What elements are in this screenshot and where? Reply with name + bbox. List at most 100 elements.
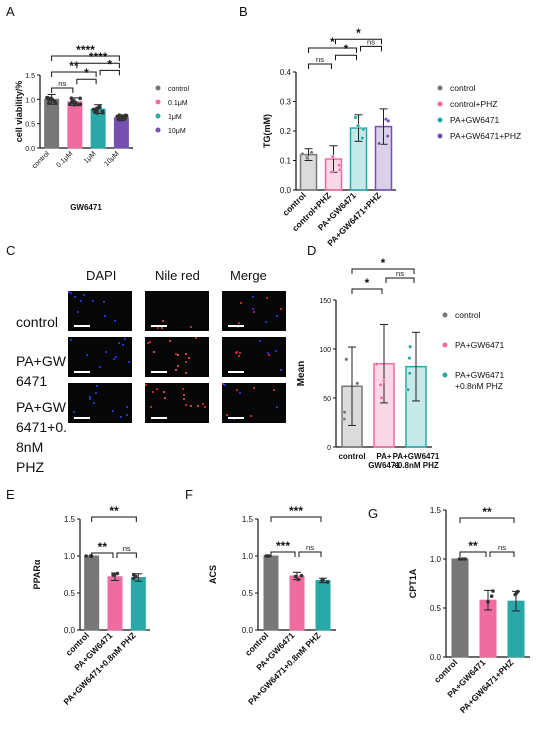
data-point xyxy=(321,577,325,582)
data-point xyxy=(513,592,518,597)
micrograph-tile xyxy=(222,337,286,377)
y-tick-label: 0.0 xyxy=(25,146,35,153)
significance-label: *** xyxy=(276,539,290,553)
panel-label-d: D xyxy=(307,243,317,258)
data-point xyxy=(356,123,361,128)
legend-marker xyxy=(437,101,443,107)
bar-0 xyxy=(263,555,279,631)
legend-entry: 10μM xyxy=(168,128,186,135)
micrograph-tile xyxy=(222,291,286,331)
significance-bracket xyxy=(351,268,415,274)
legend-marker xyxy=(437,133,443,139)
y-tick-label: 1.5 xyxy=(25,73,35,80)
data-point xyxy=(329,170,334,175)
micro-row-pa-gw-phz: PA+GW 6471+0. 8nM PHZ xyxy=(16,399,67,475)
y-tick-label: 0.3 xyxy=(280,98,292,107)
significance-bracket xyxy=(91,552,114,558)
data-point xyxy=(95,106,99,110)
significance-label: * xyxy=(344,42,349,56)
legend-entry: control+PHZ xyxy=(450,99,497,109)
legend-entry: control xyxy=(450,83,476,93)
legend-marker xyxy=(155,113,161,119)
significance-bracket xyxy=(308,63,332,69)
significance-label: ns xyxy=(123,544,131,553)
data-point xyxy=(515,589,520,594)
significance-bracket xyxy=(116,552,137,558)
legend-entry: PA+GW6471 xyxy=(450,115,499,125)
y-tick-label: 0.0 xyxy=(280,186,292,195)
data-point xyxy=(299,573,304,578)
panel-label-e: E xyxy=(6,487,15,502)
y-tick-label: 1.0 xyxy=(64,552,76,561)
micrograph-tile xyxy=(145,383,209,423)
significance-label: * xyxy=(365,276,370,290)
y-tick-label: 0.0 xyxy=(430,653,442,662)
data-point xyxy=(330,154,335,159)
significance-label: ** xyxy=(69,59,79,73)
y-tick-label: 0.4 xyxy=(280,68,292,77)
micro-col-dapi: DAPI xyxy=(86,268,117,283)
data-point xyxy=(131,572,136,577)
significance-label: **** xyxy=(76,43,95,57)
x-tick-label: control xyxy=(31,150,51,170)
significance-label: ** xyxy=(468,539,478,553)
significance-label: * xyxy=(381,256,386,270)
data-point xyxy=(489,594,494,598)
data-point xyxy=(374,362,379,367)
data-point xyxy=(45,95,50,100)
x-tick-label: PA+GW6471+0.8nM PHZ xyxy=(393,452,440,470)
significance-bracket xyxy=(51,87,74,93)
y-tick-label: 0 xyxy=(327,445,331,452)
data-point xyxy=(116,117,121,122)
significance-label: * xyxy=(330,35,335,49)
bar-0 xyxy=(84,555,100,631)
y-tick-label: 150 xyxy=(319,298,331,305)
data-point xyxy=(78,96,82,101)
data-point xyxy=(355,381,360,386)
panel-label-a: A xyxy=(6,4,15,19)
data-point xyxy=(408,344,413,349)
panel-label-c: C xyxy=(6,243,16,258)
significance-bracket xyxy=(308,47,357,53)
y-tick-label: 1.0 xyxy=(430,555,442,564)
data-point xyxy=(49,96,54,101)
chart-e xyxy=(77,516,150,631)
y-axis-label: PPARα xyxy=(32,559,42,589)
x-axis-label: GW6471 xyxy=(70,203,102,212)
significance-bracket xyxy=(76,78,97,85)
data-point xyxy=(361,127,366,132)
bar-1 xyxy=(67,101,83,149)
significance-label: *** xyxy=(289,504,303,518)
data-point xyxy=(457,557,462,561)
micro-row-pa-gw: PA+GW 6471 xyxy=(16,353,66,389)
bar-2 xyxy=(130,576,146,631)
y-axis-label: Mean xyxy=(296,361,307,387)
data-point xyxy=(293,574,298,579)
data-point xyxy=(407,356,412,361)
x-tick-label: 1μM xyxy=(83,150,98,165)
y-tick-label: 1.0 xyxy=(25,97,35,104)
data-point xyxy=(342,417,347,422)
legend-entry: 0.1μM xyxy=(168,100,188,107)
significance-bracket xyxy=(51,71,97,77)
data-point xyxy=(115,571,120,576)
x-tick-label: 10μM xyxy=(103,150,121,168)
legend-marker xyxy=(442,312,448,318)
significance-label: * xyxy=(84,66,89,80)
legend-marker xyxy=(437,117,443,123)
micrograph-tile xyxy=(222,383,286,423)
significance-label: ns xyxy=(498,543,506,552)
y-tick-label: 1.5 xyxy=(64,515,76,524)
micrograph-tile xyxy=(68,291,132,331)
significance-bracket xyxy=(76,62,120,69)
data-point xyxy=(460,557,465,561)
data-point xyxy=(344,357,349,362)
micrograph-tile xyxy=(145,291,209,331)
significance-bracket xyxy=(459,551,487,557)
legend-marker xyxy=(155,85,161,91)
significance-bracket xyxy=(385,277,415,283)
data-point xyxy=(76,102,80,107)
legend-entry: PA+GW6471 xyxy=(455,340,504,350)
significance-bracket xyxy=(298,551,322,557)
